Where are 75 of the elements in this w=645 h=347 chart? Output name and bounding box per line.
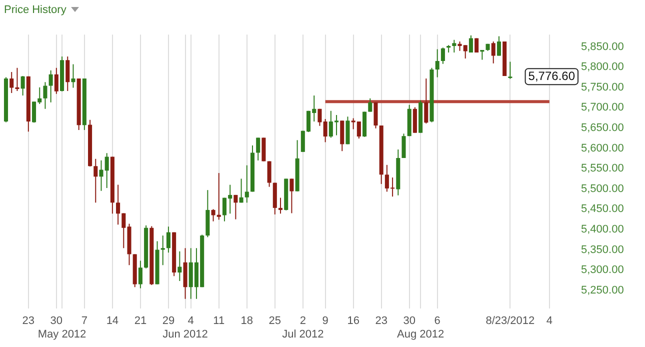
candlestick <box>160 235 165 266</box>
candlestick <box>71 64 76 88</box>
chart-title: Price History <box>4 4 66 16</box>
x-tick-label: May 2012 <box>38 328 86 340</box>
candlestick <box>452 39 456 53</box>
x-tick-label: 4 <box>546 315 552 328</box>
x-tick-label: 23 <box>375 315 388 328</box>
candlestick <box>474 38 479 53</box>
y-tick-label: 5,750.00 <box>581 81 624 94</box>
candlestick <box>211 208 216 222</box>
candlestick <box>480 50 484 60</box>
candlestick <box>244 164 249 204</box>
x-tick-label: 14 <box>106 315 119 328</box>
x-tick-label: 2 Jul 2012 <box>282 315 324 340</box>
candlestick <box>491 41 496 64</box>
candlestick <box>340 120 344 152</box>
x-tick-label: 8/23/2012 <box>486 315 535 328</box>
candlestick <box>278 197 283 214</box>
annotation: 5,776.60 <box>528 68 576 83</box>
y-tick-label: 5,700.00 <box>581 102 624 114</box>
x-tick-label: 29 <box>162 315 175 328</box>
x-tick-label: 7 <box>81 315 88 328</box>
candlestick <box>166 226 170 254</box>
x-tick-label: Aug 2012 <box>396 328 444 340</box>
candlestick <box>412 106 417 134</box>
candlestick <box>318 108 322 126</box>
candlestick <box>346 116 350 145</box>
y-tick-label: 5,450.00 <box>581 203 624 216</box>
candlestick <box>508 61 512 80</box>
candlestick <box>234 194 238 220</box>
x-tick-label: 16 <box>347 315 360 328</box>
candlestick <box>66 56 70 92</box>
candlestick <box>323 118 328 143</box>
x-tick-label: 18 <box>240 315 254 328</box>
y-tick-label: 5,400.00 <box>581 223 624 236</box>
candlestick <box>48 70 53 103</box>
candlestick <box>424 78 428 124</box>
x-tick-label: 6 <box>434 315 440 328</box>
x-tick-label: 9 <box>322 315 328 328</box>
candlestick <box>435 48 440 78</box>
y-tick-label: 5,550.00 <box>581 162 624 175</box>
x-tick-label: 21 <box>134 315 147 328</box>
y-tick-label: 5,800.00 <box>581 61 624 74</box>
candlestick <box>290 178 294 214</box>
candlestick <box>20 76 25 96</box>
y-tick-label: 5,300.00 <box>581 264 624 276</box>
candlestick <box>138 260 142 289</box>
x-tick-label: Jun 2012 <box>162 328 208 340</box>
candlestick <box>496 36 501 56</box>
x-tick-label: 11 <box>213 315 225 328</box>
candlestick <box>94 158 98 204</box>
candlestick <box>440 47 445 64</box>
candlestick <box>468 34 473 53</box>
y-tick-label: 5,600.00 <box>581 142 624 154</box>
candlestick <box>178 250 182 282</box>
candlestick <box>368 98 372 112</box>
x-tick-label: 23 <box>22 315 35 328</box>
candlestick <box>216 172 221 220</box>
candlestick <box>402 133 406 158</box>
y-tick-label: 5,250.00 <box>581 284 624 296</box>
candlestick <box>267 160 272 188</box>
x-tick-label: 30 <box>50 315 63 328</box>
x-tick-label: 4 <box>188 315 194 328</box>
candlestick <box>239 178 244 204</box>
y-tick-label: 5,650.00 <box>581 122 624 134</box>
candlestick <box>43 82 48 110</box>
candlestick <box>54 67 58 94</box>
y-tick-label: 5,500.00 <box>581 182 624 195</box>
candlestick <box>256 137 260 161</box>
candlestick <box>374 102 378 129</box>
y-tick-label: 5,350.00 <box>581 244 624 256</box>
x-tick-label: 25 <box>268 315 282 328</box>
x-tick-label: 30 <box>403 315 416 328</box>
y-tick-label: 5,850.00 <box>581 40 624 53</box>
candlestick <box>262 137 266 162</box>
